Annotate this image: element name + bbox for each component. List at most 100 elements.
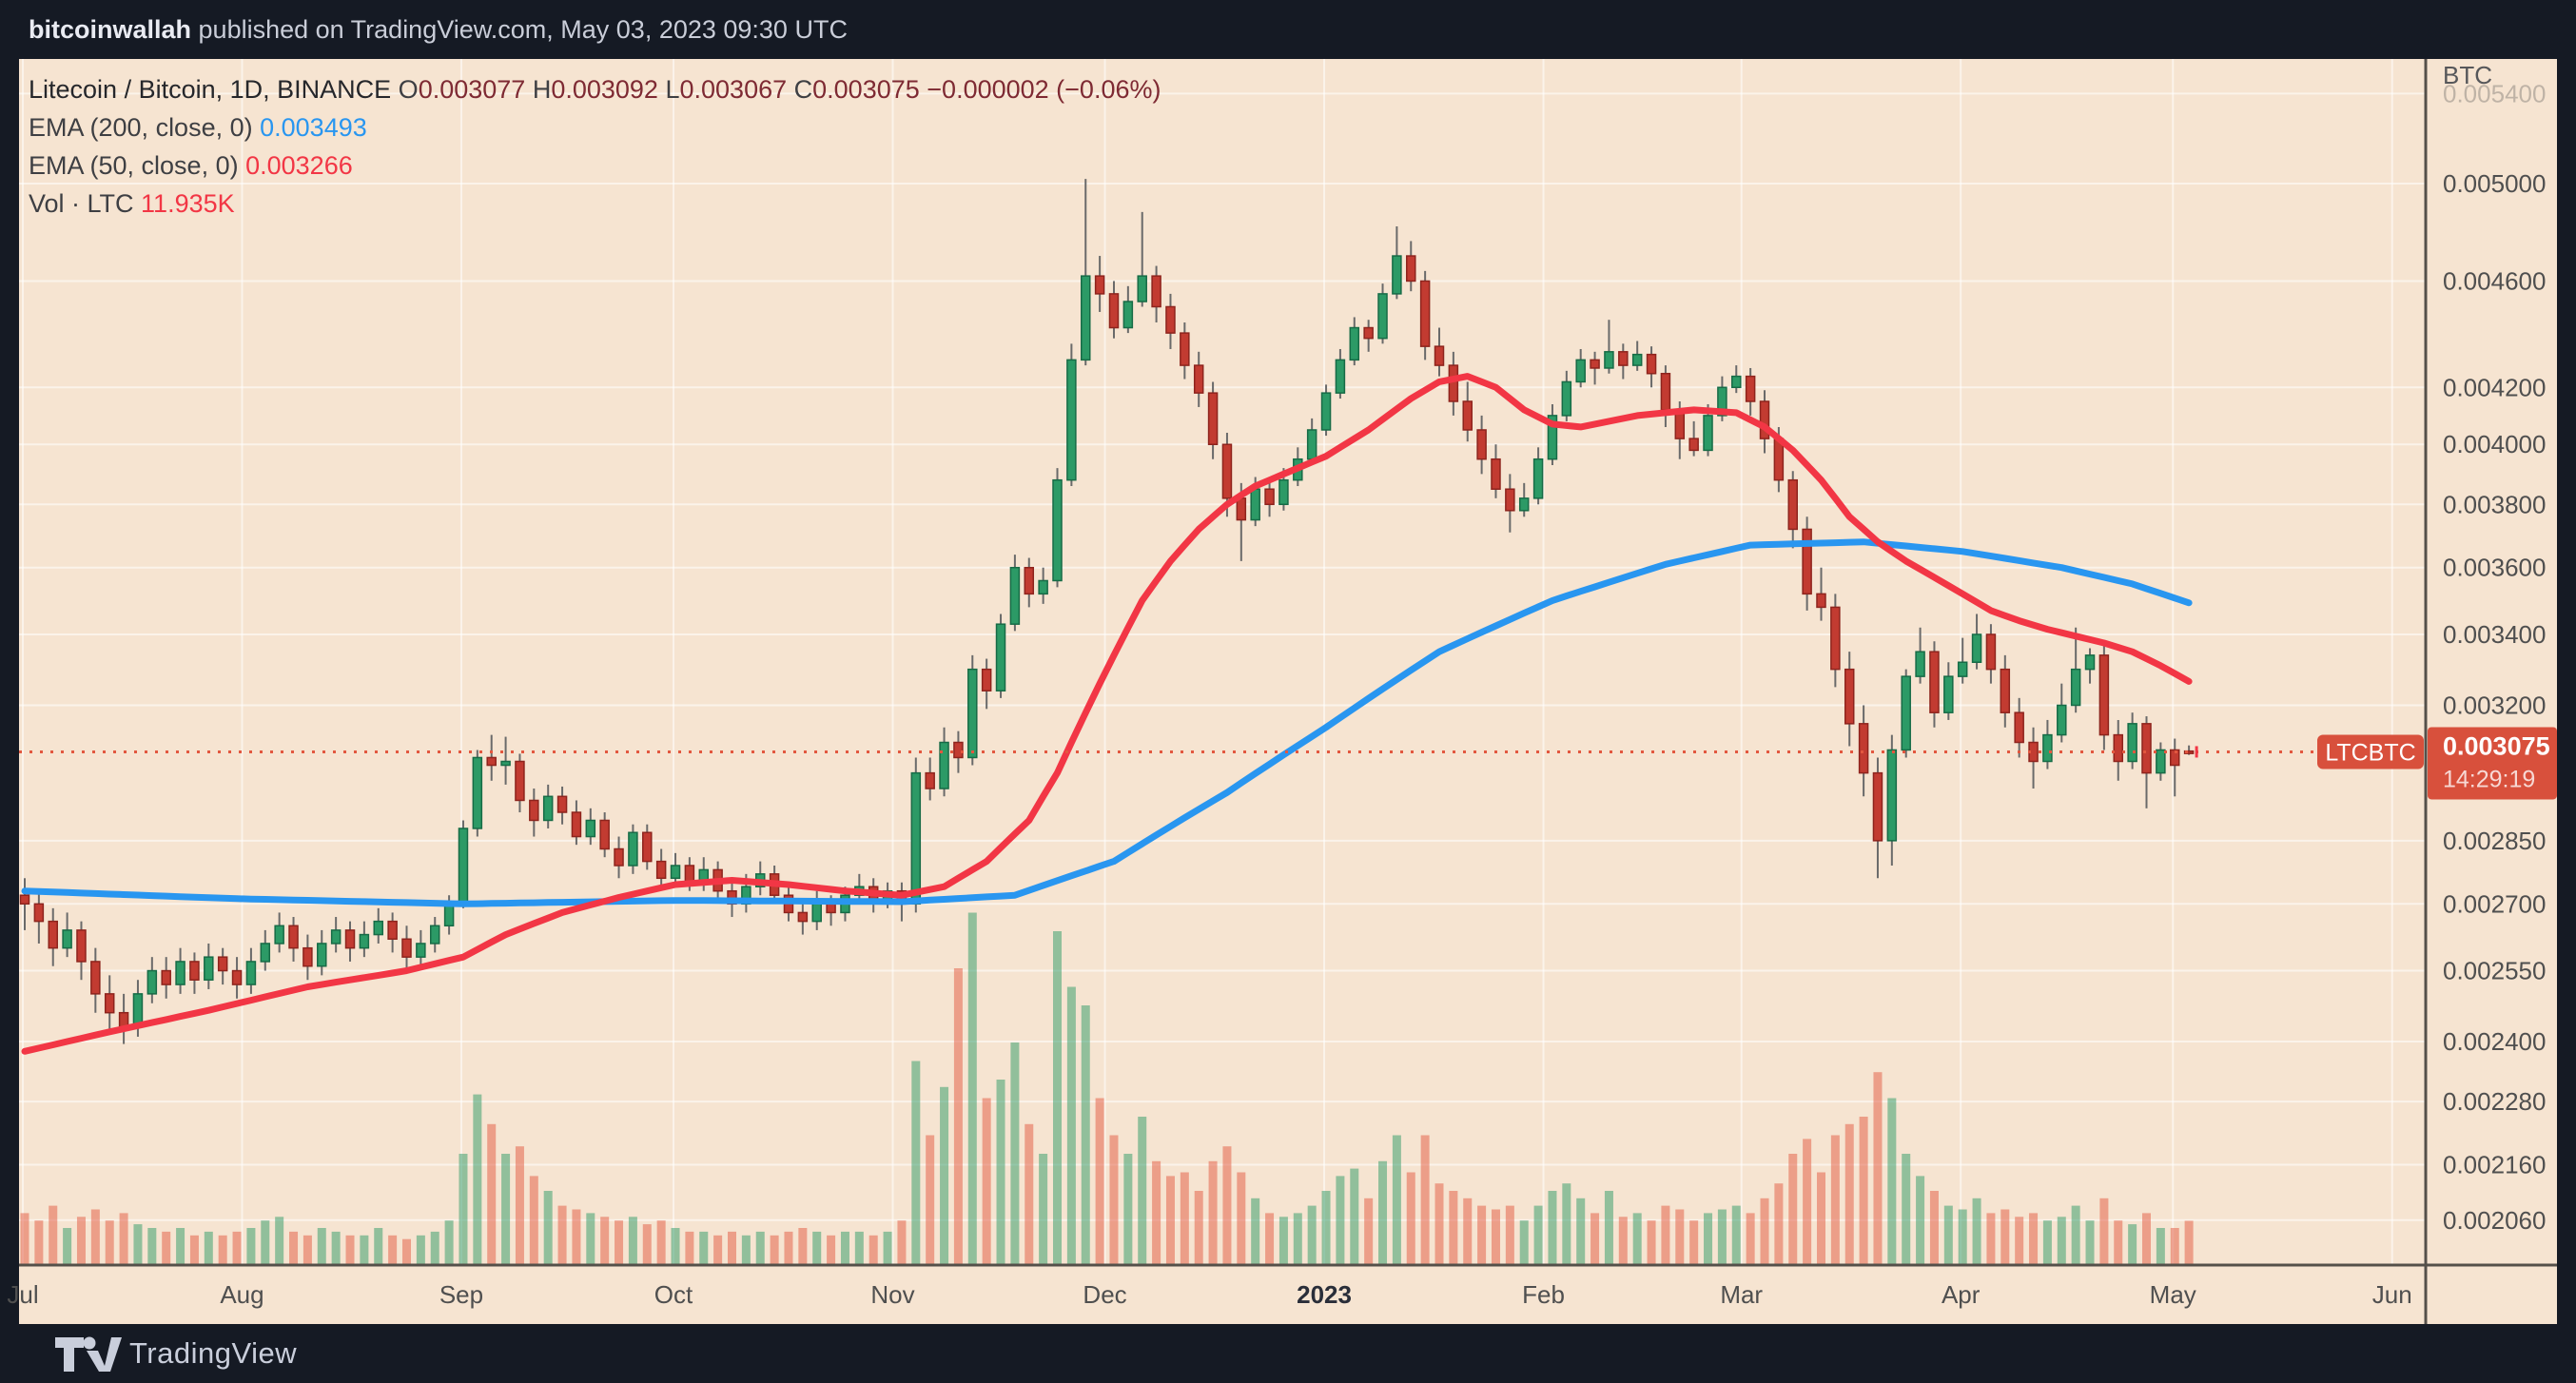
month-label[interactable]: Jul bbox=[7, 1280, 38, 1309]
volume-bar bbox=[162, 1231, 171, 1265]
candle-body bbox=[981, 668, 992, 692]
volume-bar bbox=[1661, 1205, 1670, 1265]
candle-body bbox=[2127, 723, 2137, 763]
volume-bar bbox=[699, 1231, 709, 1265]
volume-bar bbox=[812, 1231, 822, 1265]
symbol-price-badge-text: LTCBTC bbox=[2325, 739, 2415, 766]
candle-body bbox=[245, 961, 257, 985]
volume-bar bbox=[883, 1231, 892, 1265]
candle-body bbox=[2070, 668, 2081, 707]
price-tick-label[interactable]: 0.004000 bbox=[2443, 430, 2546, 458]
candle-body bbox=[1392, 255, 1402, 295]
candle-body bbox=[359, 933, 370, 949]
price-tick-label[interactable]: 0.002160 bbox=[2443, 1151, 2546, 1179]
price-tick-label[interactable]: 0.002280 bbox=[2443, 1087, 2546, 1116]
volume-bar bbox=[1505, 1205, 1514, 1265]
volume-bar bbox=[515, 1146, 524, 1265]
candle-body bbox=[416, 943, 426, 958]
price-tick-label[interactable]: 0.003800 bbox=[2443, 490, 2546, 518]
price-tick-label[interactable]: 0.004600 bbox=[2443, 266, 2546, 295]
month-label[interactable]: Dec bbox=[1083, 1280, 1126, 1309]
bar-countdown: 14:29:19 bbox=[2443, 766, 2535, 792]
volume-bar bbox=[671, 1228, 680, 1265]
volume-bar bbox=[1902, 1154, 1911, 1265]
month-label[interactable]: Apr bbox=[1942, 1280, 1981, 1309]
volume-bar bbox=[543, 1191, 553, 1265]
volume-bar bbox=[1434, 1183, 1444, 1265]
price-tick-label[interactable]: 0.002700 bbox=[2443, 889, 2546, 918]
candle-body bbox=[472, 756, 483, 829]
volume-bar bbox=[1618, 1217, 1628, 1265]
price-tick-label[interactable]: 0.002550 bbox=[2443, 957, 2546, 985]
candle-body bbox=[231, 969, 243, 985]
month-label[interactable]: Sep bbox=[439, 1280, 483, 1309]
volume-bar bbox=[345, 1235, 355, 1265]
volume-bar bbox=[2071, 1205, 2080, 1265]
month-label[interactable]: Aug bbox=[220, 1280, 263, 1309]
candle-body bbox=[670, 865, 681, 880]
chart-canvas[interactable]: BTC 0.005400 0.005000 0.004600 0.004200 0.004… bbox=[0, 59, 2576, 1324]
candle-body bbox=[104, 993, 115, 1014]
volume-bar bbox=[2114, 1220, 2123, 1265]
volume-bar bbox=[897, 1220, 907, 1265]
month-label[interactable]: Nov bbox=[870, 1280, 914, 1309]
candle-body bbox=[1844, 668, 1855, 725]
candle-body bbox=[288, 925, 299, 949]
month-label[interactable]: May bbox=[2150, 1280, 2196, 1309]
month-label[interactable]: Mar bbox=[1720, 1280, 1763, 1309]
volume-bar bbox=[529, 1176, 538, 1265]
candle-body bbox=[1151, 275, 1161, 308]
volume-bar bbox=[275, 1217, 284, 1265]
volume-bar bbox=[473, 1094, 482, 1265]
volume-bar bbox=[2170, 1228, 2179, 1265]
volume-bar bbox=[656, 1220, 666, 1265]
price-tick-label[interactable]: 0.002850 bbox=[2443, 827, 2546, 855]
candle-body bbox=[1886, 749, 1898, 842]
price-tick-label[interactable]: 0.003200 bbox=[2443, 691, 2546, 719]
volume-bar bbox=[2128, 1224, 2137, 1265]
candle-body bbox=[217, 956, 228, 972]
volume-bar bbox=[189, 1235, 199, 1265]
candle-body bbox=[2113, 733, 2124, 763]
volume-bar bbox=[1675, 1209, 1685, 1265]
volume-bar bbox=[2142, 1213, 2151, 1265]
price-tick-label[interactable]: 0.005000 bbox=[2443, 169, 2546, 198]
volume-bar bbox=[1943, 1205, 1953, 1265]
volume-bar bbox=[854, 1231, 864, 1265]
volume-bar bbox=[1463, 1198, 1473, 1265]
volume-bar bbox=[1109, 1135, 1119, 1265]
volume-bar bbox=[1222, 1146, 1232, 1265]
candle-body bbox=[2084, 654, 2096, 671]
candle-body bbox=[401, 938, 412, 958]
candle-body bbox=[274, 925, 284, 945]
candle-body bbox=[1631, 353, 1643, 366]
month-label[interactable]: Feb bbox=[1522, 1280, 1565, 1309]
candle-body bbox=[529, 799, 539, 822]
volume-bar bbox=[2156, 1228, 2165, 1265]
volume-bar bbox=[1590, 1213, 1600, 1265]
price-tick-label-faded: 0.005400 bbox=[2443, 79, 2546, 107]
price-tick-label[interactable]: 0.003600 bbox=[2443, 554, 2546, 582]
volume-bar bbox=[1632, 1213, 1642, 1265]
candle-body bbox=[1419, 280, 1431, 347]
month-label[interactable]: 2023 bbox=[1297, 1280, 1352, 1309]
volume-bar bbox=[2184, 1220, 2194, 1265]
candle-body bbox=[33, 903, 45, 923]
volume-bar bbox=[1803, 1139, 1812, 1265]
volume-bar bbox=[741, 1235, 751, 1265]
price-tick-label[interactable]: 0.002400 bbox=[2443, 1027, 2546, 1056]
volume-bar bbox=[20, 1213, 29, 1265]
volume-bar bbox=[1746, 1213, 1755, 1265]
price-tick-label[interactable]: 0.002060 bbox=[2443, 1206, 2546, 1235]
price-tick-label[interactable]: 0.003400 bbox=[2443, 620, 2546, 649]
volume-bar bbox=[317, 1228, 326, 1265]
candle-body bbox=[1688, 438, 1699, 452]
month-label[interactable]: Oct bbox=[654, 1280, 693, 1309]
symbol-price-badge bbox=[2317, 734, 2424, 769]
price-tick-label[interactable]: 0.004200 bbox=[2443, 373, 2546, 401]
volume-bar bbox=[1066, 986, 1076, 1265]
volume-bar bbox=[1237, 1172, 1246, 1265]
month-label[interactable]: Jun bbox=[2372, 1280, 2412, 1309]
candle-body bbox=[486, 756, 497, 767]
